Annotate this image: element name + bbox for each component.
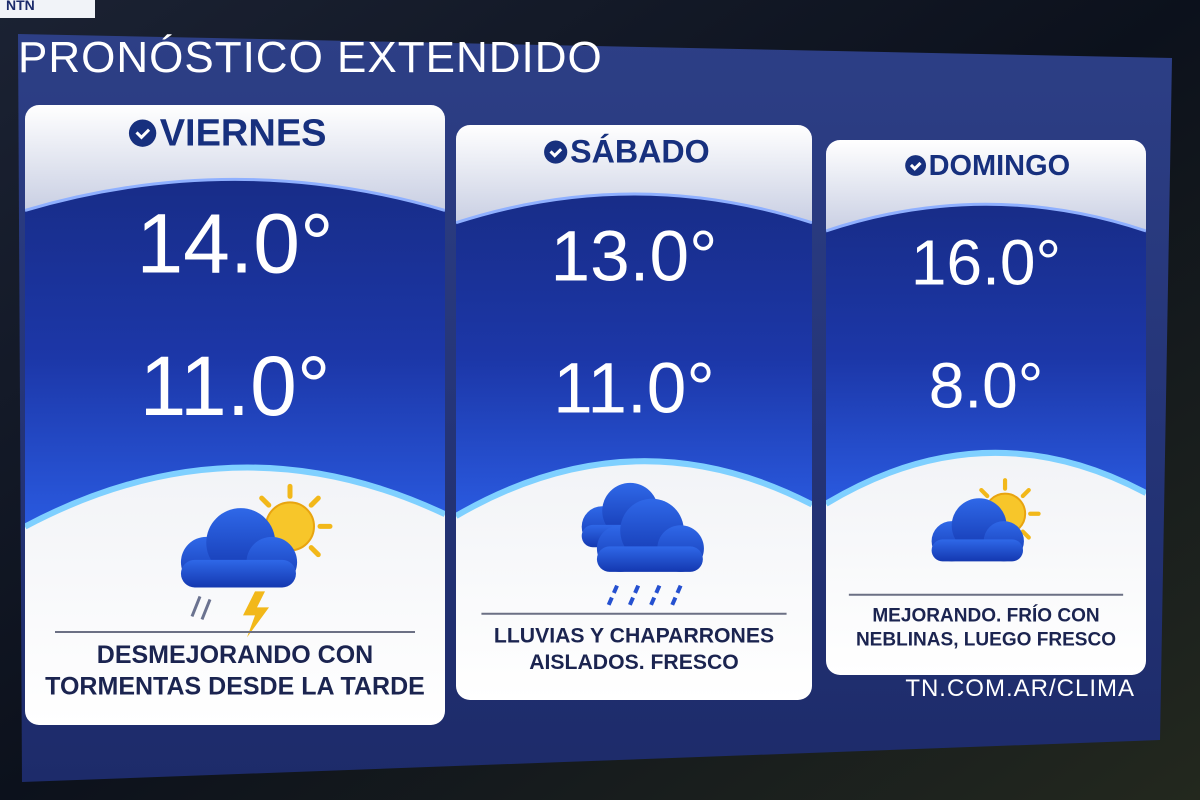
rain-drop <box>670 584 683 606</box>
day-name: SÁBADO <box>570 133 710 169</box>
header-edge <box>25 177 445 212</box>
cloud-part <box>180 559 296 588</box>
description-line: AISLADOS. FRESCO <box>529 651 739 674</box>
low-temp: 11.0° <box>553 350 715 429</box>
description-line: NEBLINAS, LUEGO FRESCO <box>856 630 1116 651</box>
weather-icon <box>931 478 1041 562</box>
sun-ray <box>259 495 272 508</box>
logo-box <box>0 0 95 18</box>
card-body <box>456 125 812 700</box>
check-badge <box>544 140 568 164</box>
sun-ray <box>1020 529 1031 540</box>
card-blue <box>25 105 445 527</box>
weather-icon <box>180 483 333 638</box>
day-card: DOMINGO 16.0° 8.0° MEJORANDO. FRÍO CON NEBLI… <box>826 140 1146 675</box>
card-blue <box>826 140 1146 504</box>
low-temp: 8.0° <box>929 350 1044 422</box>
high-temp: 13.0° <box>550 217 717 296</box>
day-name: VIERNES <box>160 112 327 154</box>
cloud-part <box>931 539 1024 562</box>
cloud <box>931 498 1024 562</box>
check-badge <box>128 119 157 147</box>
sun-ray <box>979 487 990 499</box>
card-body <box>826 140 1146 675</box>
card-arc <box>25 464 445 530</box>
check-mark <box>549 148 563 158</box>
low-temp: 11.0° <box>140 339 331 433</box>
cards: VIERNES 14.0° 11.0° DESMEJORANDO CON TORMENT… <box>25 105 1146 725</box>
description-line: DESMEJORANDO CON <box>97 641 373 669</box>
description-line: TORMENTAS DESDE LA TARDE <box>45 673 425 701</box>
header-edge <box>826 202 1146 233</box>
sun-ray <box>308 545 321 558</box>
cloud <box>596 498 704 572</box>
day-card: SÁBADO 13.0° 11.0° LLUVIAS Y CHAPARRONES AIS… <box>456 125 812 700</box>
logo: NTN <box>6 0 35 13</box>
cloud <box>180 508 298 588</box>
lightning <box>243 591 269 638</box>
day-card: VIERNES 14.0° 11.0° DESMEJORANDO CON TORMENT… <box>25 105 445 725</box>
hail <box>190 595 212 620</box>
card-arc <box>456 458 812 519</box>
high-temp: 14.0° <box>136 196 333 290</box>
cloud-part <box>596 546 703 572</box>
rain-drop <box>606 584 619 606</box>
high-temp: 16.0° <box>911 226 1061 298</box>
day-name: DOMINGO <box>929 150 1070 182</box>
header-edge <box>456 192 812 225</box>
sun-ray <box>1020 487 1031 499</box>
title: PRONÓSTICO EXTENDIDO <box>18 33 603 82</box>
rain-drop <box>649 584 662 606</box>
check-badge <box>905 155 927 176</box>
description-line: LLUVIAS Y CHAPARRONES <box>494 625 774 648</box>
weather-icon <box>581 482 704 606</box>
check-mark <box>909 161 922 171</box>
rain-drop <box>627 584 641 606</box>
sun-ray <box>308 495 321 508</box>
card-blue <box>456 125 812 516</box>
card-arc <box>826 449 1146 507</box>
check-mark <box>135 128 151 140</box>
description-line: MEJORANDO. FRÍO CON <box>872 605 1099 627</box>
footer: TN.COM.AR/CLIMA <box>905 675 1135 702</box>
